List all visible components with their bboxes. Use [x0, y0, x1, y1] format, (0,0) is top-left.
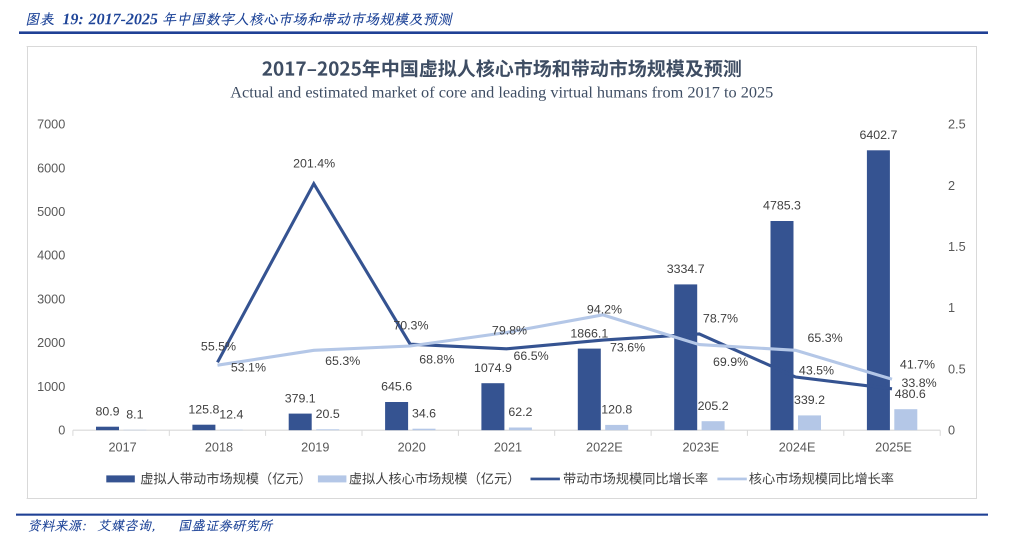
svg-text:1866.1: 1866.1 [570, 326, 608, 340]
svg-text:2.5: 2.5 [948, 118, 966, 132]
svg-text:480.6: 480.6 [895, 387, 926, 401]
svg-text:33.8%: 33.8% [902, 376, 937, 390]
svg-text:12.4: 12.4 [219, 407, 243, 421]
svg-text:2021: 2021 [494, 440, 522, 454]
svg-text:6402.7: 6402.7 [859, 128, 897, 142]
svg-text:2017: 2017 [108, 440, 136, 454]
svg-text:Actual and estimated market of: Actual and estimated market of core and … [230, 83, 773, 102]
svg-text:1: 1 [948, 301, 955, 315]
svg-text:2018: 2018 [205, 440, 233, 454]
svg-text:2019: 2019 [301, 440, 329, 454]
svg-text:125.8: 125.8 [188, 402, 219, 416]
svg-text:7000: 7000 [37, 118, 65, 132]
svg-text:80.9: 80.9 [95, 404, 119, 418]
svg-text:78.7%: 78.7% [703, 312, 738, 326]
svg-text:69.9%: 69.9% [713, 355, 748, 369]
svg-text:339.2: 339.2 [794, 393, 825, 407]
svg-text:3334.7: 3334.7 [667, 262, 705, 276]
svg-text:8.1: 8.1 [126, 408, 143, 422]
svg-text:1074.9: 1074.9 [474, 361, 512, 375]
svg-text:2000: 2000 [37, 336, 65, 350]
svg-text:4785.3: 4785.3 [763, 199, 801, 213]
svg-text:379.1: 379.1 [285, 391, 316, 405]
svg-text:201.4%: 201.4% [293, 157, 335, 171]
svg-text:41.7%: 41.7% [900, 357, 935, 371]
svg-text:79.8%: 79.8% [492, 323, 527, 337]
svg-text:2: 2 [948, 179, 955, 193]
svg-text:645.6: 645.6 [381, 380, 412, 394]
svg-text:2024E: 2024E [779, 440, 816, 454]
svg-text:70.3%: 70.3% [393, 319, 428, 333]
svg-text:1000: 1000 [37, 380, 65, 394]
svg-text:2022E: 2022E [586, 440, 623, 454]
svg-text:65.3%: 65.3% [808, 331, 843, 345]
svg-text:0: 0 [58, 424, 65, 438]
svg-text:55.5%: 55.5% [201, 340, 236, 354]
svg-text:65.3%: 65.3% [325, 354, 360, 368]
svg-text:5000: 5000 [37, 205, 65, 219]
svg-text:34.6: 34.6 [412, 406, 436, 420]
svg-text:66.5%: 66.5% [514, 349, 549, 363]
svg-text:2020: 2020 [398, 440, 426, 454]
svg-text:73.6%: 73.6% [610, 341, 645, 355]
svg-text:1.5: 1.5 [948, 240, 966, 254]
svg-text:62.2: 62.2 [508, 405, 532, 419]
svg-text:94.2%: 94.2% [587, 303, 622, 317]
svg-text:68.8%: 68.8% [419, 353, 454, 367]
svg-text:0.5: 0.5 [948, 362, 966, 376]
svg-text:43.5%: 43.5% [799, 364, 834, 378]
svg-text:205.2: 205.2 [698, 399, 729, 413]
svg-text:3000: 3000 [37, 293, 65, 307]
svg-text:6000: 6000 [37, 161, 65, 175]
svg-text:2025E: 2025E [875, 440, 912, 454]
svg-text:4000: 4000 [37, 249, 65, 263]
svg-text:120.8: 120.8 [601, 403, 632, 417]
svg-text:20.5: 20.5 [316, 407, 340, 421]
svg-text:0: 0 [948, 424, 955, 438]
svg-text:2023E: 2023E [682, 440, 719, 454]
svg-text:53.1%: 53.1% [231, 361, 266, 375]
